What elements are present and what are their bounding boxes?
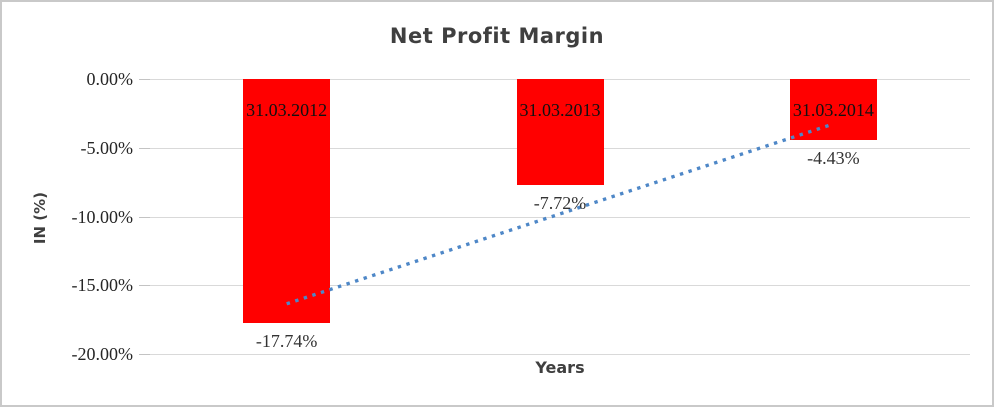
bar [516,79,604,186]
x-axis-title: Years [535,358,585,377]
value-label: -7.72% [533,193,587,214]
y-tick-label: -20.00% [71,344,134,364]
y-axis-tick [139,79,150,80]
category-label: 31.03.2013 [519,100,601,120]
gridline [150,354,970,355]
chart-title: Net Profit Margin [389,24,605,48]
category-label: 31.03.2014 [792,100,874,120]
y-tick-label: -15.00% [71,275,134,296]
y-tick-label: -10.00% [71,206,134,227]
category-label: 31.03.2012 [246,100,328,120]
y-axis-tick [139,147,150,149]
y-axis-tick [139,285,150,287]
y-tick-label: 0.00% [86,69,134,89]
y-axis-tick [139,354,150,355]
value-label: -17.74% [255,330,318,351]
y-tick-label: -5.00% [80,137,134,158]
value-label: -4.43% [807,147,860,168]
y-axis-tick [139,216,150,218]
